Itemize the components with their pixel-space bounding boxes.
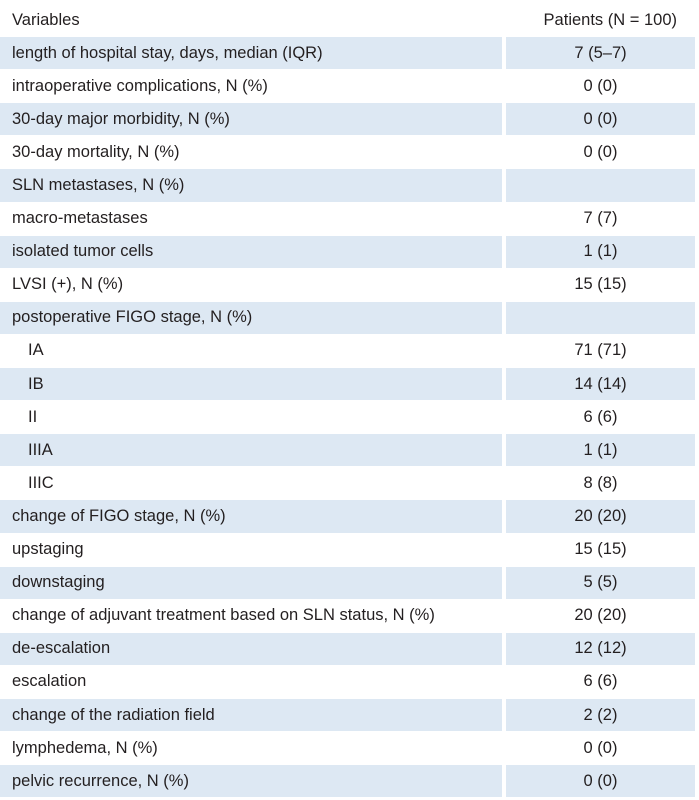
table-row: lymphedema, N (%) 0 (0)	[0, 732, 699, 766]
table-row: de-escalation 12 (12)	[0, 632, 699, 666]
row-label: upstaging	[12, 540, 84, 559]
row-label: de-escalation	[0, 632, 502, 665]
table-row: upstaging 15 (15)	[0, 534, 699, 567]
table-row: change of FIGO stage, N (%) 20 (20)	[0, 500, 699, 534]
table-row: IIIC 8 (8)	[0, 467, 699, 501]
row-label: change of adjuvant treatment based on SL…	[12, 606, 435, 625]
row-value: 7 (5–7)	[506, 37, 695, 70]
table-row: change of the radiation field 2 (2)	[0, 698, 699, 733]
row-label: intraoperative complications, N (%)	[12, 76, 268, 95]
row-label: macro-metastases	[12, 209, 148, 228]
row-value: 0 (0)	[506, 765, 695, 798]
table-row: IB 14 (14)	[0, 368, 699, 402]
row-label: change of the radiation field	[0, 698, 502, 732]
row-label: isolated tumor cells	[0, 235, 502, 268]
table-row: pelvic recurrence, N (%) 0 (0)	[0, 765, 699, 799]
row-value: 20 (20)	[506, 500, 695, 533]
header-patients: Patients (N = 100)	[543, 10, 677, 29]
table-row: 30-day mortality, N (%) 0 (0)	[0, 136, 699, 170]
table-header-row: Variables Patients (N = 100)	[0, 4, 699, 38]
table-row: macro-metastases 7 (7)	[0, 203, 699, 236]
table-row: IA 71 (71)	[0, 335, 699, 369]
table-row: change of adjuvant treatment based on SL…	[0, 600, 699, 633]
row-label: IB	[0, 368, 502, 401]
row-label: escalation	[12, 672, 87, 691]
row-value: 12 (12)	[506, 632, 695, 665]
row-value: 71 (71)	[574, 341, 627, 360]
table-row: 30-day major morbidity, N (%) 0 (0)	[0, 103, 699, 137]
row-value: 0 (0)	[506, 103, 695, 136]
row-label: pelvic recurrence, N (%)	[0, 765, 502, 798]
row-value: 7 (7)	[583, 209, 618, 228]
table-row: length of hospital stay, days, median (I…	[0, 37, 699, 71]
row-value: 1 (1)	[506, 434, 695, 467]
row-value: 1 (1)	[506, 235, 695, 268]
row-label: change of FIGO stage, N (%)	[0, 500, 502, 533]
row-value: 0 (0)	[583, 738, 618, 757]
row-value: 5 (5)	[506, 566, 695, 599]
row-label: length of hospital stay, days, median (I…	[0, 37, 502, 70]
row-label: IIIA	[0, 434, 502, 467]
table-row: isolated tumor cells 1 (1)	[0, 235, 699, 269]
row-label: IIIC	[28, 473, 54, 492]
table-row: SLN metastases, N (%)	[0, 169, 699, 203]
row-value: 6 (6)	[583, 672, 618, 691]
row-value: 0 (0)	[583, 76, 618, 95]
row-value: 0 (0)	[583, 142, 618, 161]
row-value: 20 (20)	[574, 606, 627, 625]
table-row: escalation 6 (6)	[0, 666, 699, 699]
row-label: downstaging	[0, 566, 502, 599]
table-row: intraoperative complications, N (%) 0 (0…	[0, 70, 699, 104]
row-label: II	[28, 407, 38, 426]
row-value	[506, 169, 695, 202]
row-value	[506, 301, 695, 334]
row-label: LVSI (+), N (%)	[12, 275, 124, 294]
row-label: 30-day major morbidity, N (%)	[0, 103, 502, 136]
table-row: downstaging 5 (5)	[0, 566, 699, 600]
row-value: 15 (15)	[574, 540, 627, 559]
row-label: 30-day mortality, N (%)	[12, 142, 180, 161]
row-label: postoperative FIGO stage, N (%)	[0, 301, 502, 334]
header-variables: Variables	[12, 10, 80, 29]
row-label: IA	[28, 341, 44, 360]
table-row: II 6 (6)	[0, 401, 699, 435]
row-value: 6 (6)	[583, 407, 618, 426]
row-value: 15 (15)	[574, 275, 627, 294]
row-value: 2 (2)	[506, 698, 695, 732]
row-value: 8 (8)	[583, 473, 618, 492]
table-row: IIIA 1 (1)	[0, 434, 699, 468]
table-row: postoperative FIGO stage, N (%)	[0, 301, 699, 335]
row-label: lymphedema, N (%)	[12, 738, 158, 757]
table-row: LVSI (+), N (%) 15 (15)	[0, 269, 699, 302]
row-label: SLN metastases, N (%)	[0, 169, 502, 202]
row-value: 14 (14)	[506, 368, 695, 401]
